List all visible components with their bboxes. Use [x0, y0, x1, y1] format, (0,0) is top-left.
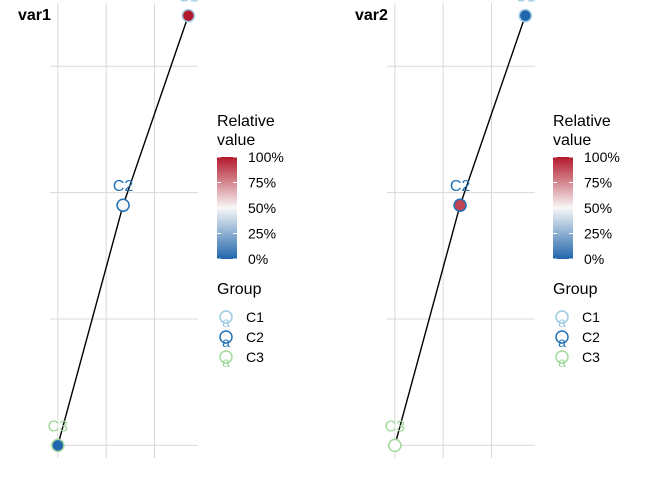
- group-key-C3-circle: [555, 350, 569, 364]
- colorbar-tick-label: 50%: [584, 200, 612, 216]
- group-key-C2-circle: [555, 330, 569, 344]
- group-key-C3-label: C3: [246, 349, 264, 365]
- panel-title: var1: [18, 7, 51, 24]
- gradient-legend-title: Relative value: [217, 113, 275, 149]
- point-C2: [116, 198, 130, 212]
- group-key-C3-glyph: a: [222, 354, 230, 370]
- group-key-C3-glyph: a: [558, 354, 566, 370]
- point-label-C3: C3: [385, 418, 406, 435]
- point-label-C2: C2: [450, 178, 471, 195]
- colorbar-tick-label: 0%: [248, 251, 268, 267]
- group-key-C1-label: C1: [582, 309, 600, 325]
- group-key-C1-glyph: a: [222, 314, 230, 330]
- group-key-C2-circle: [219, 330, 233, 344]
- colorbar-tick-label: 75%: [584, 175, 612, 191]
- gradient-legend-title: Relative value: [553, 113, 611, 149]
- point-label-C3: C3: [48, 418, 69, 435]
- colorbar-tick-label: 25%: [248, 226, 276, 242]
- colorbar-tick-label: 50%: [248, 200, 276, 216]
- trajectory-line: [57, 15, 189, 446]
- point-label-C1: C1: [178, 0, 199, 6]
- point-C3: [388, 438, 402, 453]
- group-legend-title: Group: [217, 281, 262, 298]
- colorbar-tick-label: 100%: [584, 149, 620, 165]
- group-key-C1-label: C1: [246, 309, 264, 325]
- group-key-C1-glyph: a: [558, 314, 566, 330]
- group-key-C3-label: C3: [582, 349, 600, 365]
- colorbar-tick-label: 75%: [248, 175, 276, 191]
- point-C1: [518, 8, 533, 23]
- point-C3: [51, 438, 65, 453]
- colorbar-tick-label: 100%: [248, 149, 284, 165]
- group-key-C1-circle: [219, 310, 233, 324]
- group-key-C3-circle: [219, 350, 233, 364]
- trajectory-line: [394, 15, 526, 446]
- point-C2: [453, 198, 467, 212]
- group-key-C2-glyph: a: [222, 334, 230, 350]
- point-label-C2: C2: [113, 178, 134, 195]
- colorbar-tick-label: 25%: [584, 226, 612, 242]
- group-key-C2-label: C2: [246, 329, 264, 345]
- group-key-C2-label: C2: [582, 329, 600, 345]
- colorbar-tick-label: 0%: [584, 251, 604, 267]
- point-C1: [181, 8, 196, 23]
- point-label-C1: C1: [515, 0, 536, 6]
- gradient-colorbar: [553, 157, 573, 259]
- group-key-C2-glyph: a: [558, 334, 566, 350]
- group-legend-title: Group: [553, 281, 598, 298]
- group-key-C1-circle: [555, 310, 569, 324]
- panel-title: var2: [355, 7, 388, 24]
- gradient-colorbar: [217, 157, 237, 259]
